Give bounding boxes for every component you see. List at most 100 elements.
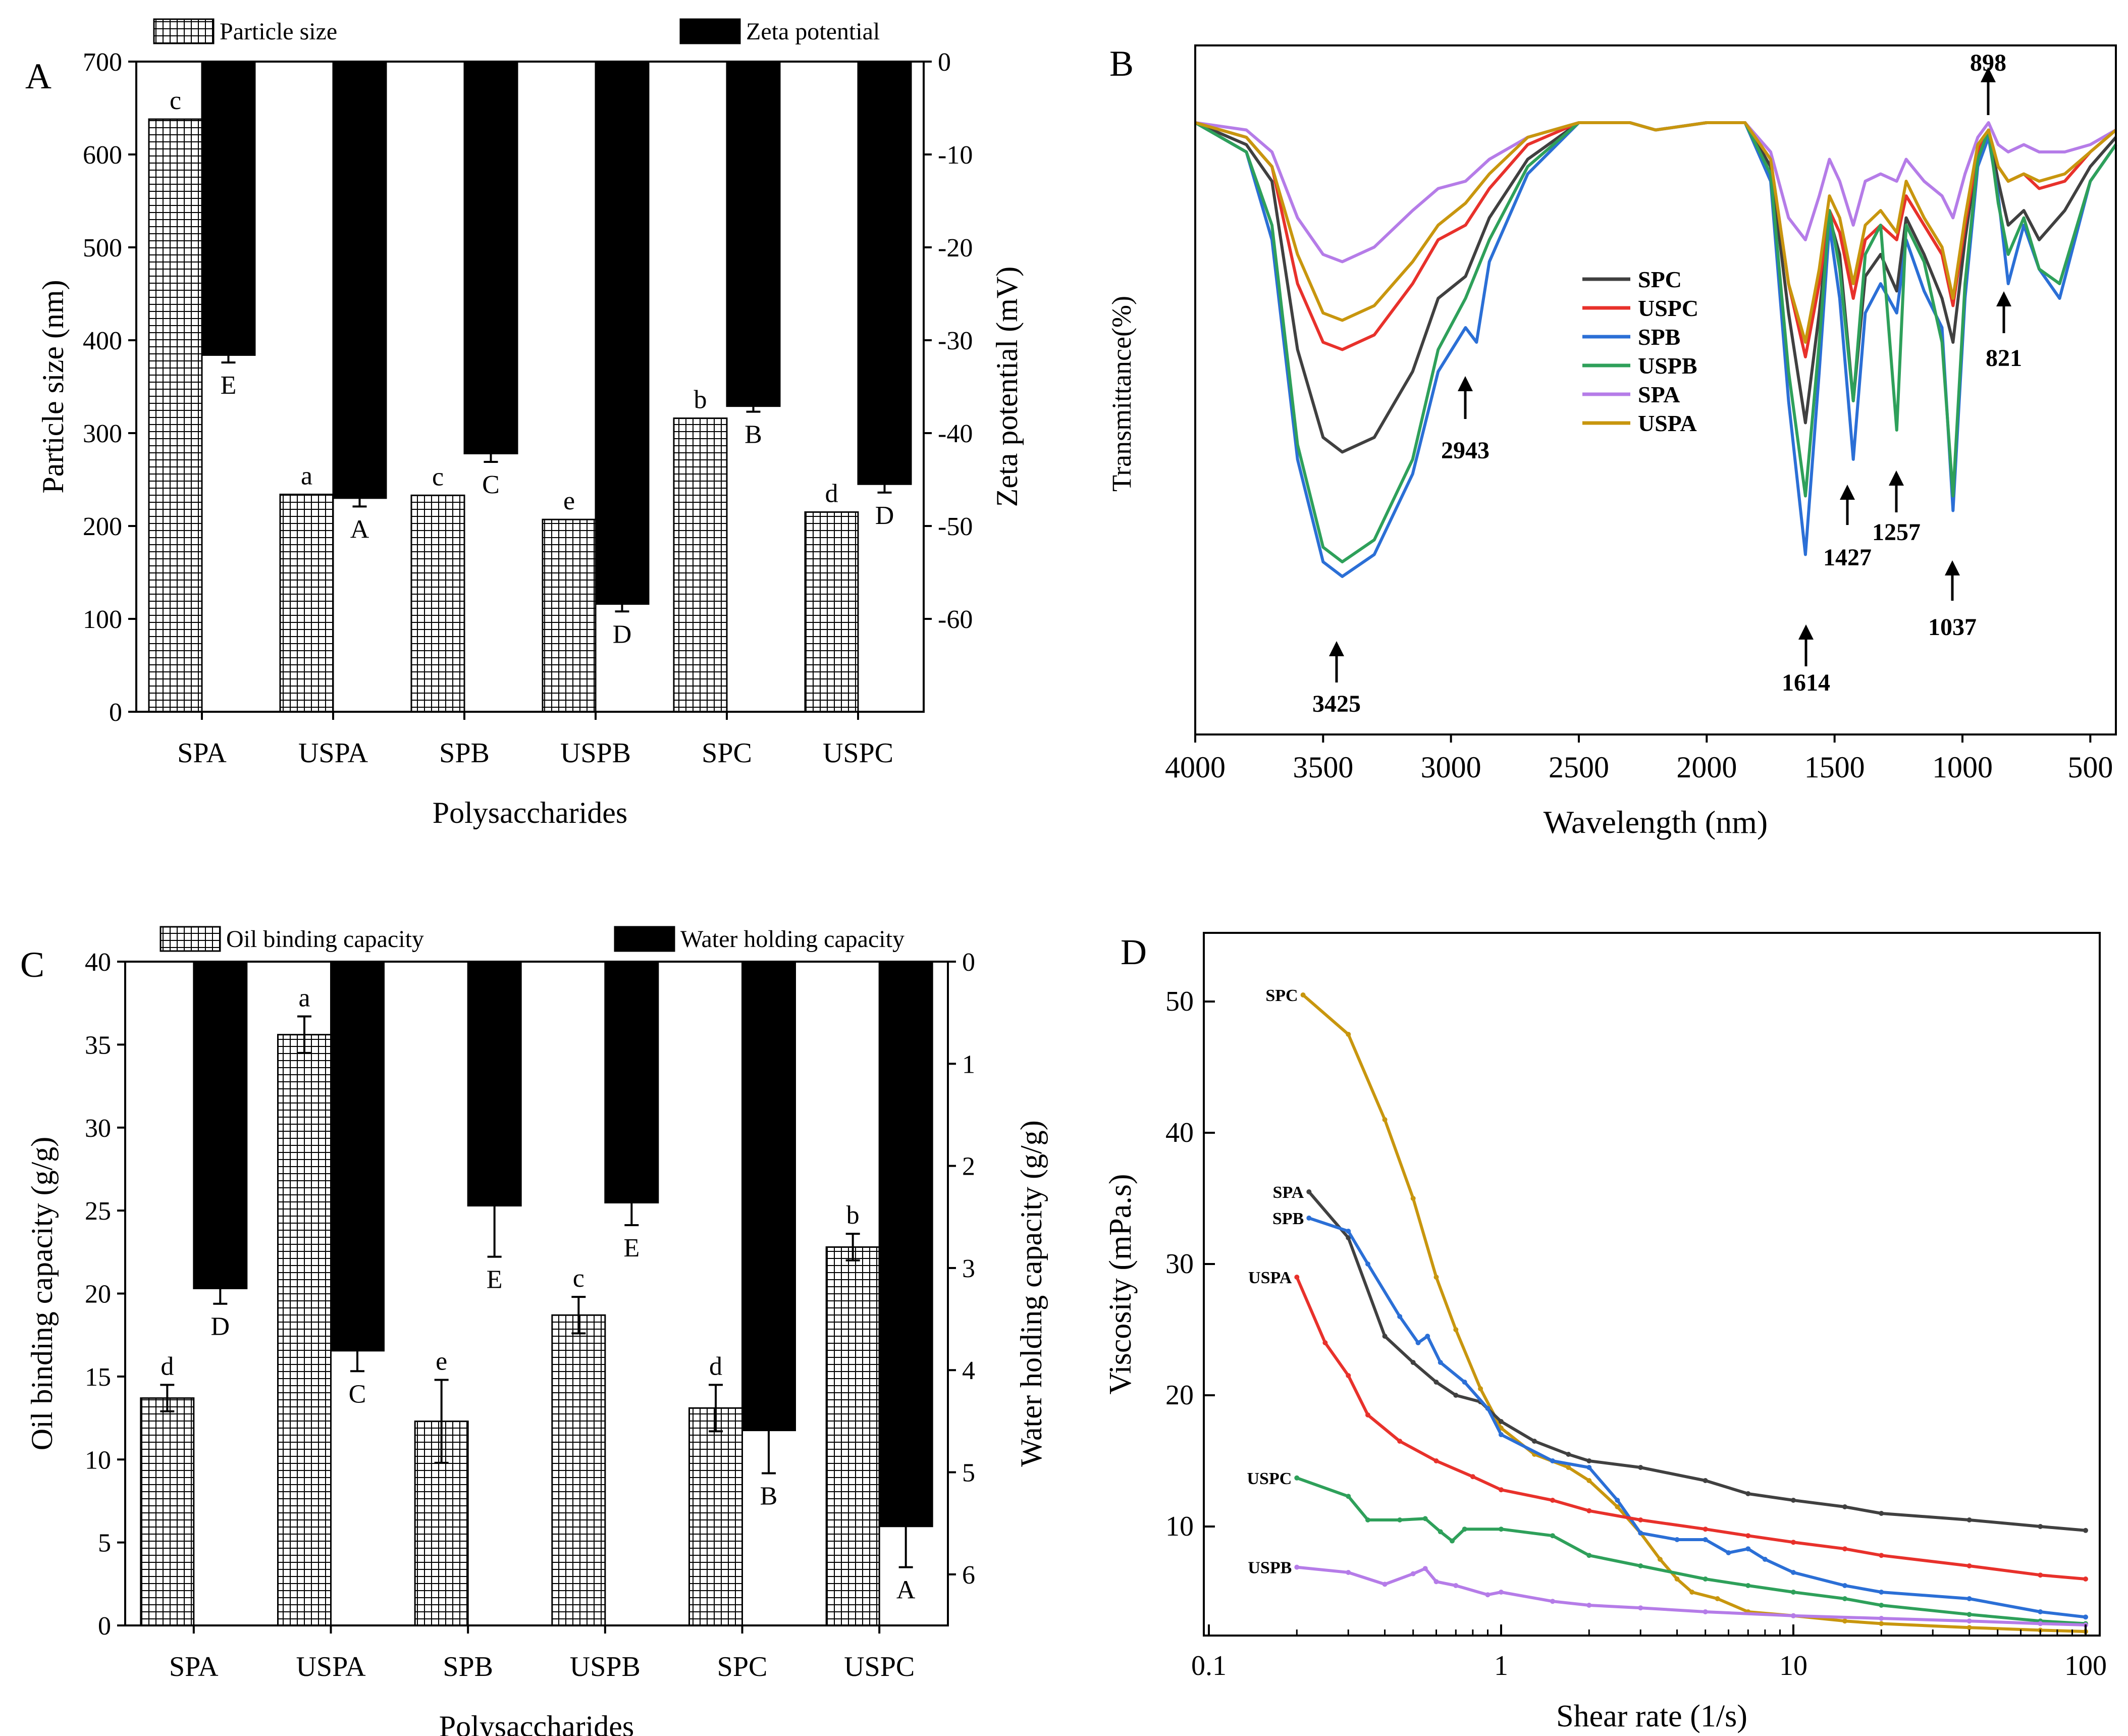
y2-tick-label: 0 [938, 48, 951, 77]
data-point [1294, 1275, 1300, 1280]
legend-label: Oil binding capacity [226, 926, 424, 953]
data-point [1453, 1583, 1459, 1588]
y-axis-title: Transmittance(%) [1106, 296, 1137, 492]
y-tick-label: 0 [98, 1612, 111, 1641]
significance-letter: e [436, 1347, 447, 1376]
panel-a: A SPA USPA SPB USPB SPC USPC c a c e b d E A C D B D 0 100 20… [25, 18, 1024, 829]
y2-tick-label: 1 [962, 1050, 975, 1079]
data-point [1586, 1478, 1592, 1483]
y-tick-label: 500 [83, 234, 122, 262]
bar [279, 493, 334, 713]
data-point [1462, 1380, 1467, 1385]
series-line [1295, 1276, 2086, 1581]
data-point [1615, 1504, 1620, 1509]
data-point [2083, 1614, 2088, 1620]
data-point [1879, 1590, 1884, 1595]
y2-tick-label: 3 [962, 1254, 975, 1283]
series-label: USPC [1247, 1469, 1292, 1488]
data-point [1433, 1380, 1439, 1385]
data-point [1658, 1557, 1663, 1562]
data-point [1674, 1576, 1680, 1582]
x-tick-label: SPA [169, 1651, 219, 1682]
x-axis-title: Shear rate (1/s) [1556, 1699, 1747, 1733]
data-point [1382, 1334, 1388, 1339]
y2-tick-label: 0 [962, 948, 975, 977]
data-point [1745, 1533, 1751, 1539]
significance-letter: c [573, 1264, 584, 1293]
data-point [1703, 1609, 1708, 1614]
x-tick-label: SPA [177, 738, 227, 769]
legend-label: SPA [1638, 382, 1680, 407]
y2-tick-label: -60 [938, 605, 973, 634]
data-point [1791, 1590, 1796, 1595]
significance-letter: A [350, 515, 369, 544]
legend-swatch [159, 926, 221, 952]
data-point [1586, 1465, 1592, 1470]
data-point [1842, 1546, 1847, 1552]
significance-letter: E [221, 371, 237, 400]
data-point [1762, 1557, 1768, 1562]
bar [726, 61, 781, 407]
data-point [1879, 1616, 1884, 1621]
peak-label: 1257 [1872, 519, 1921, 546]
data-point [1346, 1373, 1351, 1378]
significance-letter: d [161, 1352, 174, 1381]
data-point [1485, 1592, 1491, 1598]
data-point [1615, 1498, 1620, 1503]
data-point [1499, 1527, 1504, 1532]
significance-letter: d [825, 479, 838, 508]
data-point [1586, 1508, 1592, 1513]
bar [551, 1314, 606, 1626]
data-point [1365, 1412, 1370, 1417]
data-point [2038, 1572, 2043, 1578]
panel-label: B [1109, 43, 1134, 84]
data-point [1791, 1613, 1796, 1618]
x-tick-label: USPC [823, 738, 893, 769]
bar [332, 61, 387, 499]
data-point [1470, 1474, 1475, 1480]
data-point [1397, 1517, 1403, 1522]
y-tick-label: 0 [109, 698, 122, 727]
data-point [1346, 1494, 1351, 1499]
significance-letter: B [760, 1482, 778, 1511]
data-point [1703, 1527, 1708, 1532]
legend-label: SPC [1638, 267, 1682, 292]
data-point [1791, 1570, 1796, 1575]
y-tick-label: 25 [85, 1197, 111, 1226]
x-tick-label: 10 [1779, 1650, 1807, 1681]
data-point [1703, 1576, 1708, 1582]
plot-frame [1203, 932, 2101, 1637]
series-line [1194, 121, 2117, 563]
data-point [1294, 1475, 1300, 1481]
y-tick-label: 20 [85, 1280, 111, 1309]
significance-letter: e [563, 487, 575, 515]
bar [410, 494, 465, 713]
x-tick-label: 1 [1494, 1650, 1508, 1681]
y-tick-label: 20 [1165, 1380, 1194, 1411]
data-point [1397, 1439, 1403, 1444]
bar [148, 118, 203, 713]
y-tick-label: 5 [98, 1529, 111, 1558]
data-point [1726, 1550, 1731, 1555]
x-axis-title: Polysaccharides [439, 1710, 634, 1736]
bar [673, 417, 728, 713]
data-point [2083, 1528, 2088, 1533]
bar [140, 1397, 195, 1626]
y-tick-label: 600 [83, 141, 122, 170]
data-point [1586, 1458, 1592, 1463]
x-tick-label: 0.1 [1191, 1650, 1227, 1681]
data-point [1499, 1487, 1504, 1493]
significance-letter: E [623, 1234, 640, 1262]
significance-letter: c [170, 86, 181, 115]
data-point [1346, 1570, 1351, 1575]
legend-label: SPB [1638, 324, 1680, 350]
y2-tick-label: -10 [938, 141, 973, 170]
bar [804, 511, 859, 713]
y-tick-label: 400 [83, 327, 122, 355]
data-point [1433, 1275, 1439, 1280]
data-point [1879, 1603, 1884, 1608]
data-point [1532, 1439, 1537, 1444]
significance-letter: D [613, 620, 632, 649]
